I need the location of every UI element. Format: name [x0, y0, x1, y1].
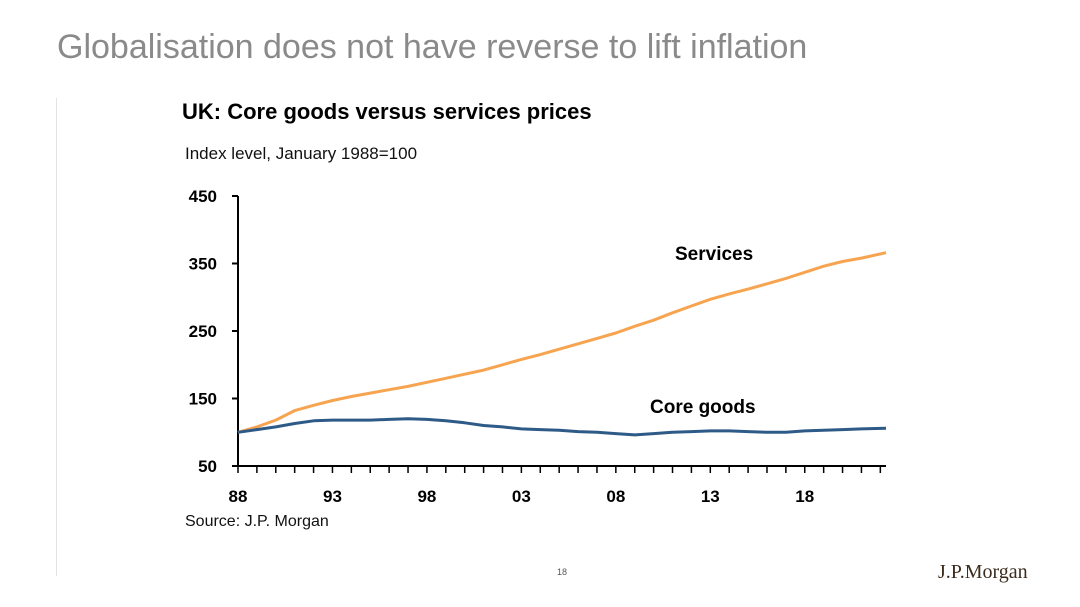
y-tick-label: 450: [189, 187, 217, 206]
x-tick-label: 93: [323, 487, 342, 506]
y-tick-label: 50: [198, 457, 217, 476]
slide-title: Globalisation does not have reverse to l…: [57, 28, 808, 66]
chart-axes: 50 150 250 350 450 88 93 98 03 08 13 18: [189, 187, 886, 506]
x-tick-label: 03: [512, 487, 531, 506]
left-divider: [56, 98, 57, 576]
x-tick-label: 18: [795, 487, 814, 506]
chart-annotations: Services Core goods: [650, 244, 756, 418]
series-line-services: [237, 251, 887, 434]
page-number: 18: [557, 567, 568, 577]
series-label-core-goods: Core goods: [650, 397, 756, 418]
y-tick-label: 350: [189, 255, 217, 274]
chart-subtitle: Index level, January 1988=100: [185, 144, 418, 163]
series-label-services: Services: [675, 244, 753, 265]
x-tick-label: 08: [606, 487, 625, 506]
x-tick-label: 13: [701, 487, 720, 506]
jpmorgan-logo: J.P.Morgan: [938, 561, 1028, 583]
y-tick-label: 250: [189, 322, 217, 341]
chart-source: Source: J.P. Morgan: [185, 513, 329, 530]
chart-series: [237, 251, 887, 437]
y-tick-label: 150: [189, 390, 217, 409]
x-tick-label: 98: [417, 487, 436, 506]
chart-title: UK: Core goods versus services prices: [182, 99, 592, 124]
series-line-core-goods: [237, 417, 887, 437]
x-tick-label: 88: [229, 487, 248, 506]
